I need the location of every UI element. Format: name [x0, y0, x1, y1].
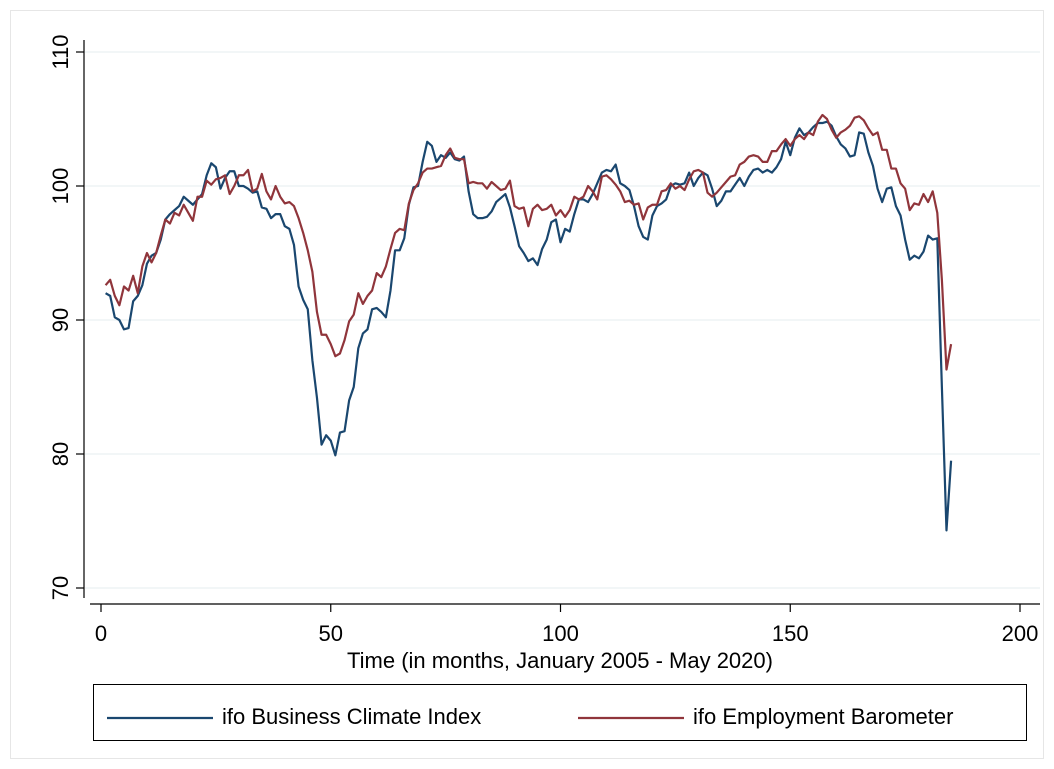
graph-frame	[10, 10, 1044, 759]
series-line	[105, 120, 953, 532]
y-tick-label: 80	[48, 442, 73, 466]
series-line	[104, 113, 953, 371]
y-tick-label: 70	[48, 576, 73, 600]
x-tick-label: 200	[1002, 621, 1039, 646]
x-axis-title: Time (in months, January 2005 - May 2020…	[347, 648, 773, 673]
legend-label: ifo Business Climate Index	[222, 704, 481, 729]
y-tick-label: 110	[48, 34, 73, 69]
x-tick-label: 150	[772, 621, 809, 646]
x-tick-label: 0	[95, 621, 107, 646]
legend-box	[93, 684, 1027, 741]
legend-label: ifo Employment Barometer	[693, 704, 953, 729]
x-tick-label: 50	[319, 621, 343, 646]
y-tick-label: 100	[48, 168, 73, 205]
x-tick-label: 100	[542, 621, 579, 646]
y-tick-label: 90	[48, 308, 73, 332]
